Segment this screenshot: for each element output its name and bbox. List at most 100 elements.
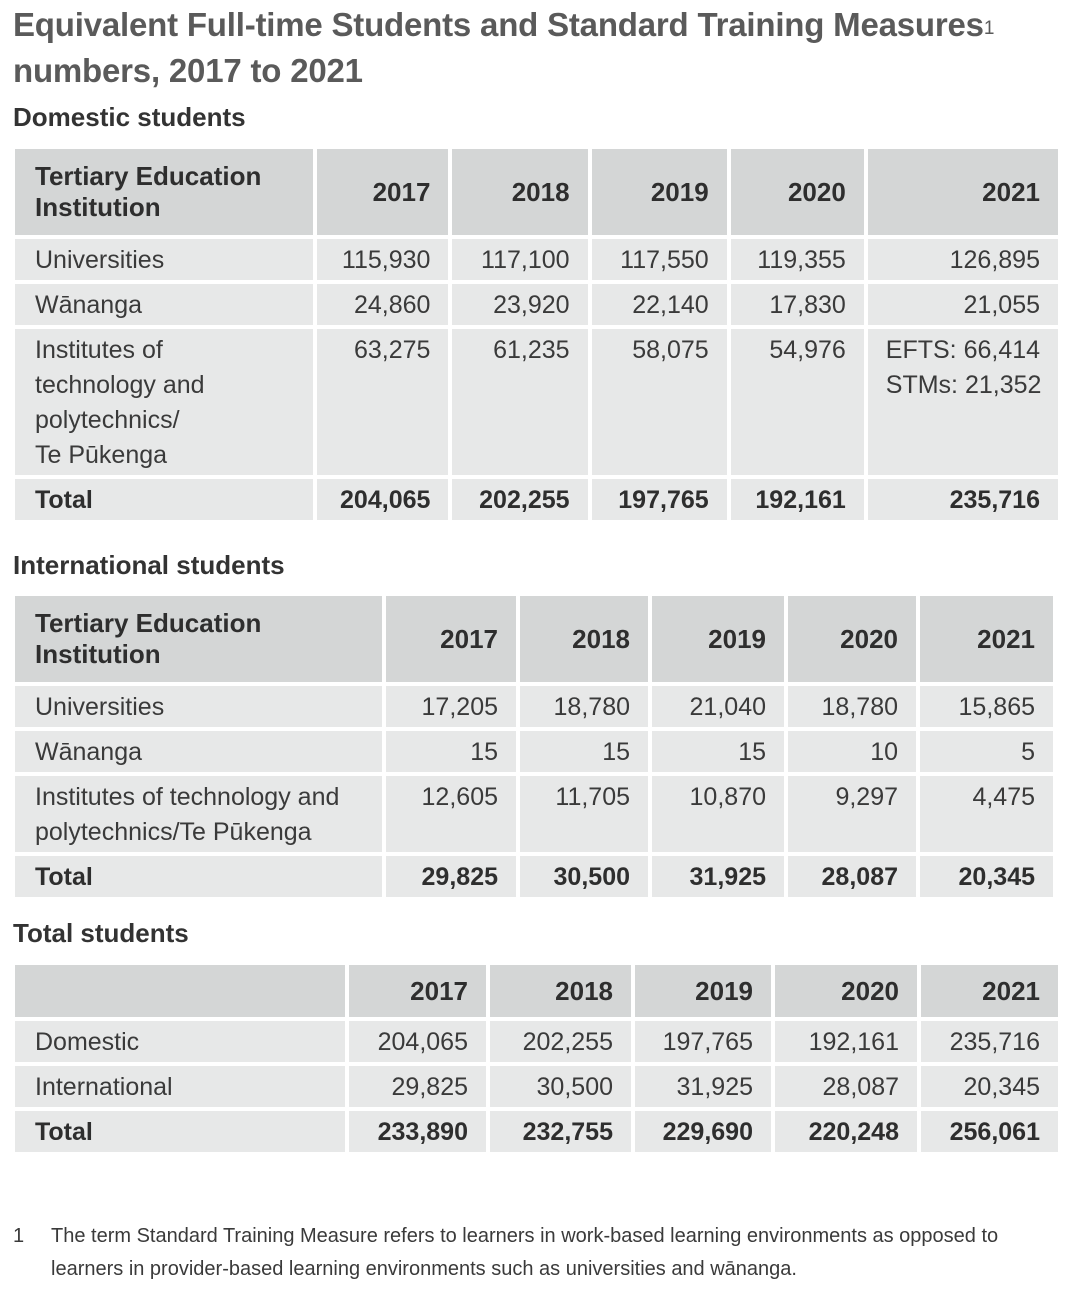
table-cell: 18,780 <box>788 686 916 727</box>
row-label: Institutes of technology and polytechnics… <box>15 776 382 852</box>
international-heading: International students <box>13 550 285 580</box>
row-label: Total <box>15 479 314 520</box>
table-cell: 4,475 <box>920 776 1053 852</box>
table-cell: 58,075 <box>591 329 727 475</box>
table-header-row: Tertiary Education Institution 2017 2018 … <box>15 596 1053 682</box>
table-cell: 21,040 <box>652 686 784 727</box>
table-total-row: Total 29,825 30,500 31,925 28,087 20,345 <box>15 856 1053 897</box>
table-cell: 204,065 <box>349 1021 486 1062</box>
table-header-row: Tertiary Education Institution 2017 2018 … <box>15 149 1058 235</box>
domestic-table: Tertiary Education Institution 2017 2018 … <box>11 145 1062 524</box>
domestic-heading: Domestic students <box>13 102 246 132</box>
table-cell: 31,925 <box>652 856 784 897</box>
title-line-2: numbers, 2017 to 2021 <box>13 52 363 89</box>
table-cell: 31,925 <box>635 1066 771 1107</box>
table-row: International 29,825 30,500 31,925 28,08… <box>15 1066 1058 1107</box>
total-students-heading: Total students <box>13 918 189 948</box>
table-cell: 17,830 <box>730 284 864 325</box>
table-cell: 192,161 <box>730 479 864 520</box>
row-label: Universities <box>15 239 314 280</box>
table-cell: 197,765 <box>635 1021 771 1062</box>
footnote: 1 The term Standard Training Measure ref… <box>13 1220 1053 1286</box>
column-header-year: 2017 <box>317 149 449 235</box>
table-cell: 20,345 <box>921 1066 1058 1107</box>
table-cell: 235,716 <box>921 1021 1058 1062</box>
column-header-year: 2017 <box>386 596 516 682</box>
footnote-text: The term Standard Training Measure refer… <box>51 1225 999 1280</box>
table-cell: 54,976 <box>730 329 864 475</box>
footnote-number: 1 <box>13 1225 25 1247</box>
table-cell: 9,297 <box>788 776 916 852</box>
row-label: Total <box>15 1111 345 1152</box>
title-line-1: Equivalent Full-time Students and Standa… <box>13 6 984 43</box>
table-cell: 202,255 <box>490 1021 631 1062</box>
table-cell: 10,870 <box>652 776 784 852</box>
table-cell: 15 <box>520 731 648 772</box>
table-cell: 126,895 <box>867 239 1058 280</box>
table-cell: 30,500 <box>490 1066 631 1107</box>
table-cell: 115,930 <box>317 239 449 280</box>
table-row: Institutes of technology and polytechnics… <box>15 776 1053 852</box>
international-table: Tertiary Education Institution 2017 2018 … <box>11 592 1057 901</box>
column-header-year: 2018 <box>490 965 631 1017</box>
table-row: Universities 17,205 18,780 21,040 18,780… <box>15 686 1053 727</box>
column-header-year: 2021 <box>920 596 1053 682</box>
row-label: Domestic <box>15 1021 345 1062</box>
table-cell: 12,605 <box>386 776 516 852</box>
column-header-year: 2020 <box>730 149 864 235</box>
page-title: Equivalent Full-time Students and Standa… <box>13 2 1053 94</box>
table-total-row: Total 233,890 232,755 229,690 220,248 25… <box>15 1111 1058 1152</box>
table-cell: 202,255 <box>452 479 588 520</box>
table-row: Wānanga 15 15 15 10 5 <box>15 731 1053 772</box>
table-cell: 29,825 <box>386 856 516 897</box>
table-cell: 21,055 <box>867 284 1058 325</box>
column-header-year: 2017 <box>349 965 486 1017</box>
table-cell: 229,690 <box>635 1111 771 1152</box>
column-header-year: 2019 <box>591 149 727 235</box>
table-cell: 61,235 <box>452 329 588 475</box>
table-cell: 18,780 <box>520 686 648 727</box>
table-cell: 15,865 <box>920 686 1053 727</box>
table-cell: 197,765 <box>591 479 727 520</box>
row-label: Universities <box>15 686 382 727</box>
table-cell: 63,275 <box>317 329 449 475</box>
table-cell: 10 <box>788 731 916 772</box>
table-cell: 11,705 <box>520 776 648 852</box>
column-header-year: 2020 <box>788 596 916 682</box>
column-header-year: 2019 <box>652 596 784 682</box>
table-cell: EFTS: 66,414 STMs: 21,352 <box>867 329 1058 475</box>
table-cell: 232,755 <box>490 1111 631 1152</box>
table-row: Institutes of technology and polytechnics/… <box>15 329 1058 475</box>
column-header-year: 2021 <box>867 149 1058 235</box>
column-header-year: 2020 <box>775 965 917 1017</box>
table-cell: 5 <box>920 731 1053 772</box>
row-label: Wānanga <box>15 731 382 772</box>
column-header-year: 2018 <box>520 596 648 682</box>
table-cell: 235,716 <box>867 479 1058 520</box>
row-label: Institutes of technology and polytechnics/… <box>15 329 314 475</box>
table-cell: 20,345 <box>920 856 1053 897</box>
table-cell: 24,860 <box>317 284 449 325</box>
column-header-year: 2019 <box>635 965 771 1017</box>
column-header-institution: Tertiary Education Institution <box>15 149 314 235</box>
total-students-table: 2017 2018 2019 2020 2021 Domestic 204,06… <box>11 961 1062 1156</box>
column-header-year: 2018 <box>452 149 588 235</box>
table-cell: 28,087 <box>788 856 916 897</box>
table-cell: 220,248 <box>775 1111 917 1152</box>
row-label: Total <box>15 856 382 897</box>
table-cell: 22,140 <box>591 284 727 325</box>
table-cell: 117,100 <box>452 239 588 280</box>
table-total-row: Total 204,065 202,255 197,765 192,161 23… <box>15 479 1058 520</box>
title-footnote-marker: 1 <box>983 18 995 39</box>
table-row: Domestic 204,065 202,255 197,765 192,161… <box>15 1021 1058 1062</box>
table-cell: 117,550 <box>591 239 727 280</box>
column-header-blank <box>15 965 345 1017</box>
table-cell: 23,920 <box>452 284 588 325</box>
table-cell: 233,890 <box>349 1111 486 1152</box>
table-cell: 192,161 <box>775 1021 917 1062</box>
table-cell: 15 <box>386 731 516 772</box>
table-header-row: 2017 2018 2019 2020 2021 <box>15 965 1058 1017</box>
table-cell: 17,205 <box>386 686 516 727</box>
column-header-year: 2021 <box>921 965 1058 1017</box>
table-cell: 119,355 <box>730 239 864 280</box>
